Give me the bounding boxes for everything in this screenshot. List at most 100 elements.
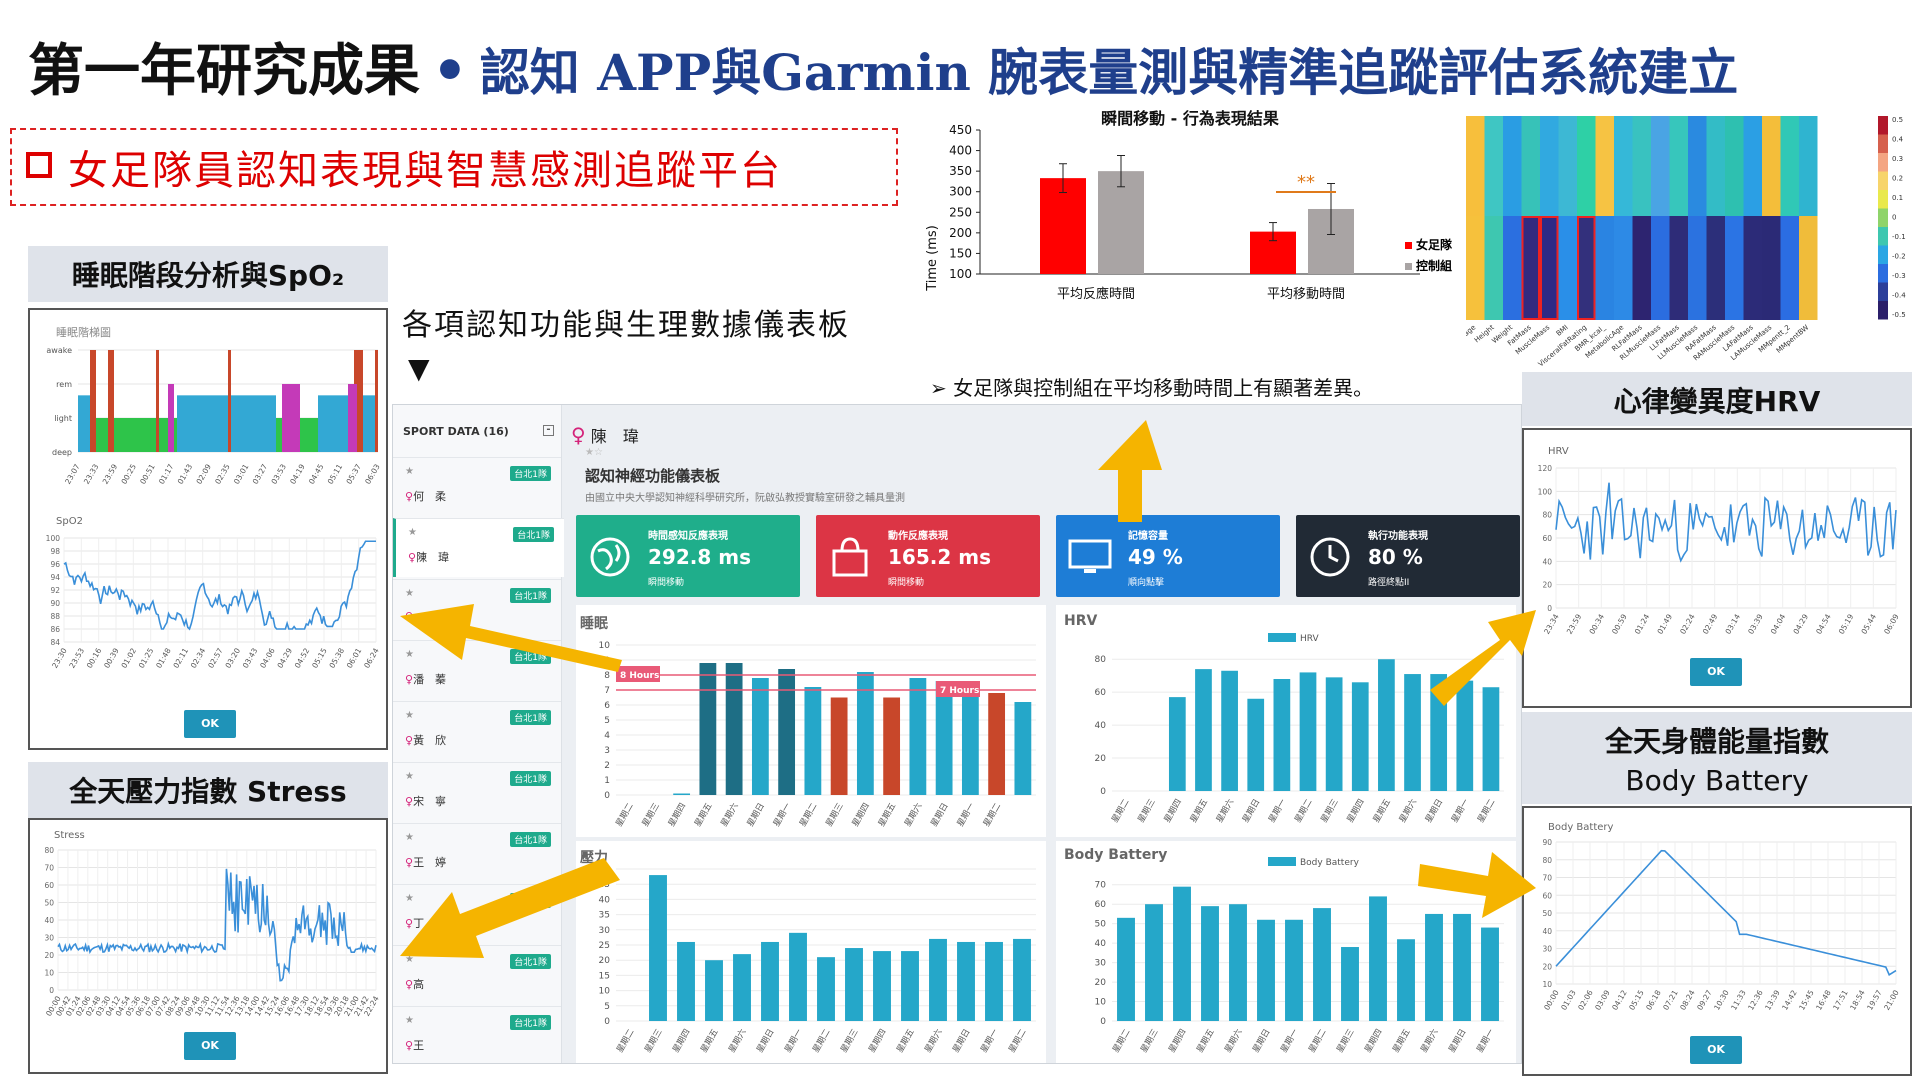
- body-battery-ok-button[interactable]: OK: [1690, 1036, 1742, 1064]
- dashboard-bar[interactable]: [1425, 913, 1443, 1021]
- heatmap-cell: [1651, 216, 1670, 320]
- dashboard-bar[interactable]: [830, 697, 848, 796]
- awake-marker: [228, 350, 231, 452]
- dashboard-bar[interactable]: [901, 951, 919, 1021]
- dashboard-window: SPORT DATA (16) - ★ 台北1隊 ♀何 柔 ★ 台北1隊 ♀陳 瑋 ★ 台北1隊…: [392, 404, 1522, 1064]
- dashboard-bar[interactable]: [733, 954, 751, 1021]
- dashboard-bar[interactable]: [856, 672, 874, 795]
- dashboard-bar[interactable]: [873, 951, 891, 1021]
- rating-stars-icon[interactable]: ★☆: [585, 447, 603, 458]
- sidebar-player-item[interactable]: ★ 台北1隊 ♀宋 寧: [393, 762, 561, 821]
- dashboard-bar[interactable]: [1351, 682, 1369, 791]
- dashboard-bar[interactable]: [761, 941, 779, 1021]
- clock-icon: [1310, 537, 1350, 577]
- y-tick-label: 60: [1542, 891, 1552, 900]
- star-icon[interactable]: ★: [405, 710, 414, 721]
- slide-title-sub: 認知 APP與Garmin 腕表量測與精準追蹤評估系統建立: [479, 43, 1739, 102]
- stress-ok-button[interactable]: OK: [184, 1032, 236, 1060]
- star-icon[interactable]: ★: [405, 771, 414, 782]
- dashboard-bar[interactable]: [1285, 919, 1303, 1021]
- dashboard-bar[interactable]: [883, 697, 901, 796]
- dashboard-bar[interactable]: [957, 941, 975, 1021]
- player-name-text: 潘 蓁: [413, 673, 447, 686]
- dashboard-bar[interactable]: [935, 681, 953, 795]
- dashboard-bar[interactable]: [1247, 698, 1265, 791]
- dashboard-bar[interactable]: [1145, 904, 1163, 1021]
- dashboard-bar[interactable]: [1229, 904, 1247, 1021]
- dashboard-bar[interactable]: [1325, 677, 1343, 791]
- dashboard-bar[interactable]: [1201, 906, 1219, 1021]
- star-icon[interactable]: ★: [405, 649, 414, 660]
- sleep-ok-button[interactable]: OK: [184, 710, 236, 738]
- sidebar-player-item[interactable]: ★ 台北1隊 ♀陳 瑋: [393, 518, 564, 577]
- dashboard-bar[interactable]: [1482, 687, 1500, 791]
- dashboard-bar[interactable]: [1481, 927, 1499, 1021]
- dashboard-bar[interactable]: [804, 687, 822, 795]
- star-icon[interactable]: ★: [405, 954, 414, 965]
- star-icon[interactable]: ★: [405, 893, 414, 904]
- dashboard-bar[interactable]: [909, 678, 927, 795]
- dashboard-bar[interactable]: [789, 932, 807, 1021]
- dashboard-bar[interactable]: [1014, 702, 1032, 795]
- team-badge: 台北1隊: [510, 954, 551, 969]
- y-tick-label: 70: [44, 864, 54, 873]
- dashboard-bar[interactable]: [1456, 680, 1474, 791]
- kpi-card[interactable]: 執行功能表現 80 % 路徑終點II: [1296, 515, 1520, 597]
- collapse-icon[interactable]: -: [543, 425, 554, 436]
- player-name-text: 陳 瑋: [416, 551, 450, 564]
- star-icon[interactable]: ★: [405, 588, 414, 599]
- label-sleep-spo2: 睡眠階段分析與SpO₂: [28, 246, 388, 302]
- sidebar-player-item[interactable]: ★ 台北1隊 ♀王 婷: [393, 823, 561, 882]
- dashboard-bar[interactable]: [1453, 913, 1471, 1021]
- dashboard-bar[interactable]: [1341, 947, 1359, 1021]
- dashboard-bar[interactable]: [725, 663, 743, 795]
- stress-line: [57, 868, 377, 982]
- y-tick-label: 25: [599, 941, 610, 951]
- dashboard-bar[interactable]: [778, 669, 796, 795]
- star-icon[interactable]: ★: [405, 1015, 414, 1026]
- sidebar-player-item[interactable]: ★ 台北1隊 ♀潘 蓁: [393, 640, 561, 699]
- dashboard-bar[interactable]: [1168, 697, 1186, 791]
- dashboard-bar[interactable]: [845, 948, 863, 1021]
- dashboard-bar[interactable]: [1299, 672, 1317, 791]
- y-tick-label: 88: [50, 612, 60, 621]
- dashboard-bar[interactable]: [1378, 659, 1395, 791]
- dashboard-bar[interactable]: [985, 941, 1003, 1021]
- dashboard-bar[interactable]: [988, 693, 1006, 795]
- kpi-card[interactable]: 記憶容量 49 % 順向點擊: [1056, 515, 1280, 597]
- dashboard-bar[interactable]: [1273, 679, 1291, 791]
- dashboard-bar[interactable]: [751, 678, 769, 795]
- dashboard-bar[interactable]: [1173, 886, 1191, 1021]
- dashboard-bar[interactable]: [1369, 896, 1387, 1021]
- dashboard-bar[interactable]: [677, 941, 695, 1021]
- dashboard-bar[interactable]: [699, 663, 717, 795]
- star-icon[interactable]: ★: [405, 832, 414, 843]
- dashboard-bar[interactable]: [1404, 674, 1421, 791]
- dashboard-bar[interactable]: [705, 960, 723, 1021]
- dashboard-bar[interactable]: [649, 875, 667, 1021]
- star-icon[interactable]: ★: [405, 466, 414, 477]
- female-icon: ♀: [405, 856, 414, 869]
- legend-female: 女足隊: [1405, 236, 1475, 253]
- dashboard-bar[interactable]: [673, 793, 691, 796]
- dashboard-bar[interactable]: [1221, 670, 1238, 791]
- heatmap-scale-label: 0.3: [1892, 155, 1903, 163]
- dashboard-bar[interactable]: [1397, 939, 1415, 1021]
- sidebar-player-item[interactable]: ★ 台北1隊 ♀黃 欣: [393, 701, 561, 760]
- dashboard-bar[interactable]: [1013, 938, 1031, 1021]
- dashboard-bar[interactable]: [1195, 669, 1212, 791]
- dashboard-bar[interactable]: [961, 681, 979, 795]
- kpi-card[interactable]: 動作反應表現 165.2 ms 瞬間移動: [816, 515, 1040, 597]
- kpi-value: 165.2 ms: [888, 545, 991, 569]
- kpi-card[interactable]: 時間感知反應表現 292.8 ms 瞬間移動: [576, 515, 800, 597]
- hrv-chart-title: HRV: [1064, 613, 1098, 629]
- dashboard-bar[interactable]: [1313, 908, 1331, 1021]
- hrv-ok-button[interactable]: OK: [1690, 658, 1742, 686]
- dashboard-bar[interactable]: [817, 957, 835, 1021]
- dashboard-bar[interactable]: [1257, 919, 1275, 1021]
- star-icon[interactable]: ★: [408, 527, 417, 538]
- sidebar-player-item[interactable]: ★ 台北1隊 ♀何 柔: [393, 457, 561, 516]
- dashboard-bar[interactable]: [929, 938, 947, 1021]
- dashboard-bar[interactable]: [1117, 917, 1135, 1021]
- sidebar-player-item[interactable]: ★ 台北1隊 ♀王: [393, 1006, 561, 1065]
